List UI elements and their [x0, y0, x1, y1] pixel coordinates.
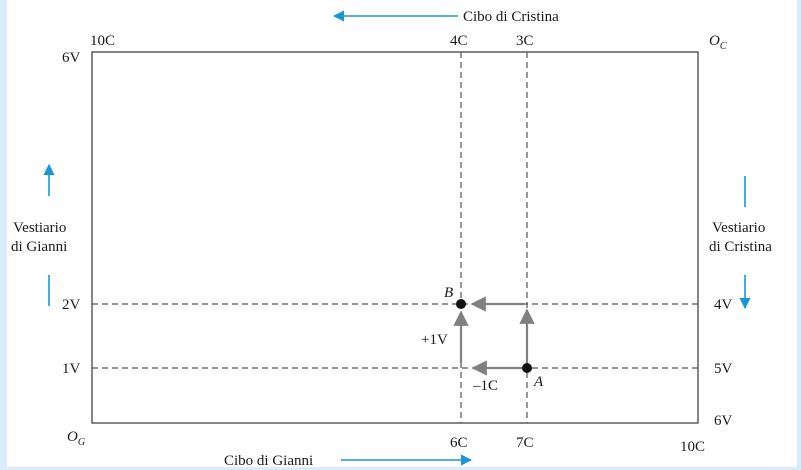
left-label-6v: 6V: [62, 50, 81, 66]
right-label-5v: 5V: [714, 361, 733, 377]
point-b: [456, 299, 466, 309]
edgeworth-box: [91, 51, 699, 424]
left-label-2v: 2V: [62, 297, 81, 313]
origin-cristina: OC: [709, 33, 727, 52]
bottom-label-10c: 10C: [680, 439, 705, 455]
guide-lines: [92, 52, 698, 423]
right-axis-title-line1: Vestiario: [712, 220, 765, 236]
top-label-10c: 10C: [90, 33, 115, 49]
bottom-label-7c: 7C: [516, 435, 534, 451]
bottom-label-6c: 6C: [450, 435, 468, 451]
right-label-6v: 6V: [714, 413, 733, 429]
left-axis-title-line1: Vestiario: [13, 220, 66, 236]
origin-gianni: OG: [67, 429, 85, 448]
right-label-4v: 4V: [714, 297, 733, 313]
point-a: [522, 363, 532, 373]
point-b-label: B: [444, 285, 453, 301]
point-a-label: A: [533, 374, 544, 390]
top-label-3c: 3C: [516, 33, 534, 49]
move-cloth-label: +1V: [421, 332, 448, 348]
bottom-axis-title: Cibo di Gianni: [224, 453, 313, 469]
top-axis-title: Cibo di Cristina: [463, 9, 559, 25]
move-food-label: –1C: [472, 378, 498, 394]
right-axis-title-line2: di Cristina: [709, 239, 772, 255]
left-axis-title-line2: di Gianni: [11, 239, 67, 255]
left-label-1v: 1V: [62, 361, 81, 377]
movement-arrows: [453, 296, 535, 376]
top-label-4c: 4C: [450, 33, 468, 49]
